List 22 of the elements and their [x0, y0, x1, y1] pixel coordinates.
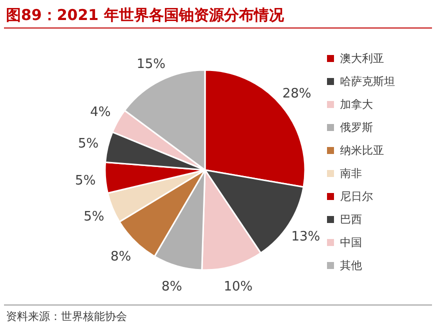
legend-label: 巴西 [340, 213, 362, 226]
legend-label: 澳大利亚 [340, 52, 384, 65]
data-label: 10% [224, 279, 253, 294]
data-label: 15% [136, 56, 166, 72]
legend-label: 其他 [340, 259, 362, 272]
chart-title: 图89：2021 年世界各国铀资源分布情况 [6, 6, 285, 24]
data-label: 13% [291, 229, 320, 244]
data-label: 5% [84, 209, 104, 224]
legend-label: 俄罗斯 [340, 121, 373, 134]
data-label: 5% [78, 136, 99, 152]
legend-label: 哈萨克斯坦 [340, 75, 395, 88]
legend-label: 尼日尔 [340, 190, 373, 203]
text: 资料来源：世界核能协会 [6, 310, 127, 323]
legend-label: 纳米比亚 [340, 144, 384, 157]
data-label: 4% [90, 105, 111, 120]
data-label: 5% [75, 173, 96, 188]
data-label: 8% [162, 279, 182, 294]
legend-label: 南非 [340, 167, 362, 180]
legend-label: 中国 [340, 236, 362, 249]
data-label: 28% [282, 86, 312, 102]
legend-label: 加拿大 [340, 98, 373, 111]
data-label: 8% [110, 250, 132, 265]
